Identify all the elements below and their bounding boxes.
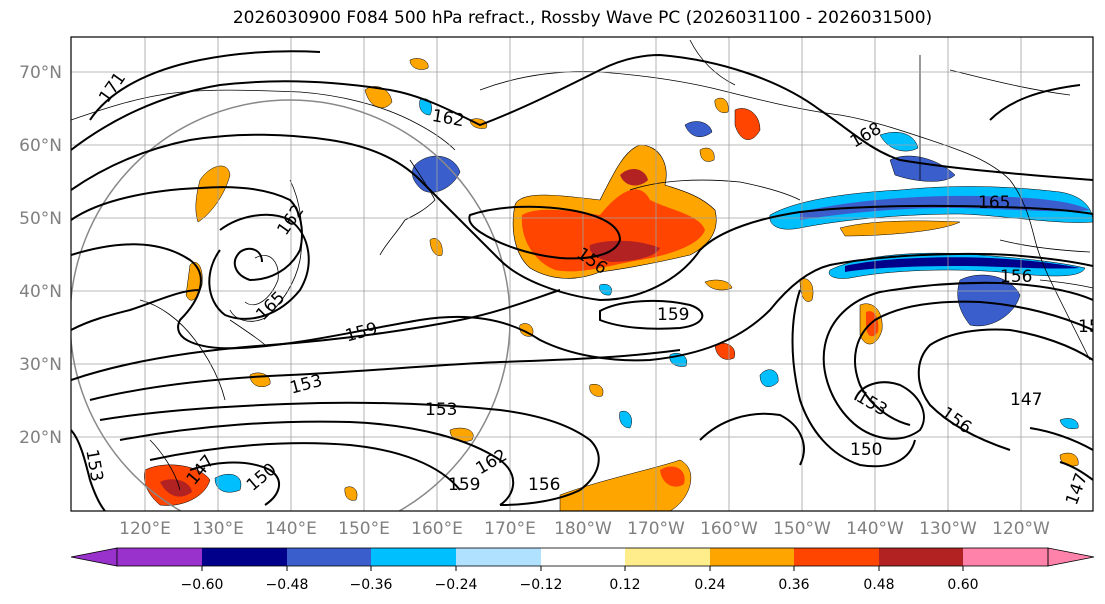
positive-anomaly-patch [364, 86, 393, 109]
colorbar-segment [541, 548, 625, 566]
negative-anomaly-patch [419, 98, 432, 116]
positive-anomaly-patch [344, 486, 358, 501]
contour-label: 153 [425, 400, 457, 420]
lat-label: 40°N [19, 282, 62, 302]
positive-anomaly-patch [409, 58, 429, 70]
lat-label: 70°N [19, 63, 62, 83]
graticule [71, 37, 1093, 511]
colorbar-extend-low [70, 547, 118, 567]
contour-label: 147 [1010, 390, 1042, 410]
colorbar-tick-label: 0.24 [694, 577, 725, 593]
contour-label: 153 [1078, 317, 1105, 337]
colorbar-segment [202, 548, 287, 566]
positive-anomaly-patch [704, 279, 733, 291]
lon-label: 130°E [192, 519, 244, 539]
positive-anomaly-patch [429, 238, 443, 256]
map-frame [70, 36, 1094, 512]
positive-anomaly-patch [799, 278, 814, 302]
reference-circle [71, 99, 511, 511]
colorbar-segment [371, 548, 456, 566]
lat-label: 30°N [19, 355, 62, 375]
colorbar-segment [963, 548, 1048, 566]
colorbar-tick-label: −0.24 [435, 577, 478, 593]
contour-label: 150 [850, 440, 882, 460]
colorbar-tick-label: 0.48 [863, 577, 894, 593]
positive-anomaly-patch [521, 189, 705, 272]
colorbar-segment [456, 548, 541, 566]
negative-anomaly-patch [889, 155, 956, 182]
positive-anomaly-patch [839, 220, 961, 237]
colorbar-extend-high [1047, 547, 1095, 567]
negative-anomaly-patch [879, 132, 919, 152]
contour-label: 159 [448, 475, 480, 495]
positive-anomaly-patch [589, 384, 604, 397]
colorbar-segment [117, 548, 202, 566]
negative-anomaly-patch [759, 369, 779, 387]
lon-label: 170°W [627, 519, 685, 539]
contours [71, 50, 1093, 511]
colorbar-tick-label: −0.12 [520, 577, 563, 593]
colorbar-segment [794, 548, 879, 566]
lon-label: 180°W [554, 519, 612, 539]
lat-label: 50°N [19, 209, 62, 229]
positive-anomaly-patch [160, 479, 192, 497]
lon-label: 170°E [484, 519, 536, 539]
positive-anomaly-patch [589, 240, 660, 262]
colorbar-segment [879, 548, 963, 566]
negative-anomaly-patch [619, 410, 632, 429]
negative-anomaly-patch [957, 274, 1021, 327]
lon-label: 120°W [992, 519, 1050, 539]
lon-label: 130°W [919, 519, 977, 539]
lon-label: 140°W [846, 519, 904, 539]
negative-anomaly-patch [1059, 418, 1079, 429]
colorbar-tick-label: 0.36 [778, 577, 809, 593]
contour-label: 156 [1000, 267, 1032, 287]
contour-label: 165 [978, 193, 1010, 213]
colorbar-segment [625, 548, 710, 566]
positive-anomaly-patch [620, 168, 648, 186]
colorbar-tick-label: 0.60 [947, 577, 978, 593]
coastlines [71, 39, 1093, 491]
colorbar-tick-label: −0.48 [266, 577, 309, 593]
lon-label: 150°W [773, 519, 831, 539]
negative-anomaly-patch [684, 121, 713, 137]
positive-anomaly-patch [559, 459, 691, 511]
colorbar-segment [710, 548, 794, 566]
map-title: 2026030900 F084 500 hPa refract., Rossby… [232, 8, 933, 28]
colorbar-tick-label: 0.12 [609, 577, 640, 593]
longitude-axis: 120°E 130°E 140°E 150°E 160°E 170°E 180°… [119, 519, 1050, 539]
contour-label: 159 [657, 305, 689, 325]
negative-anomaly-patch [599, 284, 612, 296]
lon-label: 140°E [265, 519, 317, 539]
positive-anomaly-patch [660, 466, 685, 487]
positive-anomaly-patch [714, 342, 735, 360]
negative-anomaly-patch [800, 195, 1090, 220]
latitude-axis: 70°N 60°N 50°N 40°N 30°N 20°N [19, 63, 62, 448]
colorbar: −0.60 −0.48 −0.36 −0.24 −0.12 0.12 0.24 … [70, 547, 1095, 593]
lon-label: 150°E [338, 519, 390, 539]
positive-anomaly-patch [714, 97, 729, 113]
colorbar-segment [287, 548, 371, 566]
lon-label: 120°E [119, 519, 171, 539]
lat-label: 20°N [19, 428, 62, 448]
positive-anomaly-patch [734, 108, 761, 140]
colorbar-tick-label: −0.36 [350, 577, 393, 593]
positive-anomaly-patch [699, 147, 715, 162]
lon-label: 160°E [411, 519, 463, 539]
lat-label: 60°N [19, 136, 62, 156]
contour-label: 156 [528, 475, 560, 495]
lon-label: 160°W [700, 519, 758, 539]
colorbar-tick-label: −0.60 [181, 577, 224, 593]
